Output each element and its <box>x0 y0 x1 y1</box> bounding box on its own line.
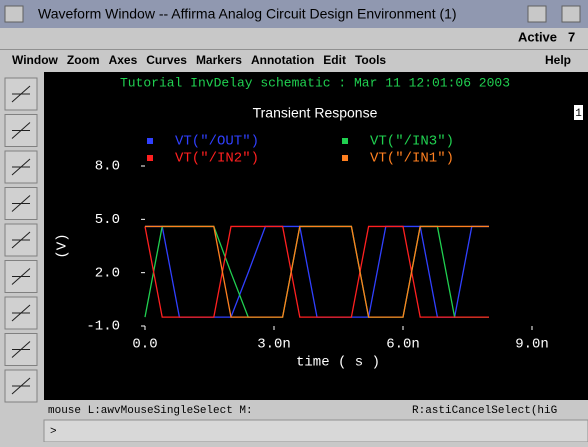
subwindow-number: 1 <box>575 108 582 120</box>
toolbar <box>4 77 38 403</box>
mouse-left-status: mouse L:awvMouseSingleSelect M: <box>48 405 253 417</box>
status-count: 7 <box>568 29 575 44</box>
y-tick-label: 2.0 <box>95 265 120 281</box>
tool-icon <box>11 85 31 103</box>
menu-item[interactable]: Help <box>545 53 571 67</box>
x-tick-label: 3.0n <box>257 337 291 353</box>
menu-item[interactable]: Tools <box>355 53 386 67</box>
tool-icon <box>11 268 31 285</box>
legend-marker <box>342 138 348 144</box>
x-axis-label: time ( s ) <box>296 355 380 371</box>
tool-icon <box>11 158 31 176</box>
status-bar <box>44 400 588 420</box>
plot-area <box>44 72 588 400</box>
x-tick-label: 0.0 <box>132 337 157 353</box>
waveform <box>144 225 489 318</box>
tool-icon <box>11 377 31 395</box>
y-axis-label: (V) <box>55 233 71 258</box>
legend-label: VT("/OUT") <box>175 134 259 150</box>
mouse-right-status: R:astiCancelSelect(hiG <box>412 405 557 417</box>
chart-title: Transient Response <box>253 105 378 121</box>
minimize-button[interactable] <box>527 5 547 23</box>
menu-bar: Window Zoom Axes Curves Markers Annotation Edi… <box>12 53 386 67</box>
chart-header: Tutorial InvDelay schematic : Mar 11 12:… <box>120 75 510 90</box>
window-menu-button[interactable] <box>4 5 24 23</box>
legend-marker <box>147 138 153 144</box>
x-tick-label: 6.0n <box>386 337 420 353</box>
legend-label: VT("/IN3") <box>370 134 454 150</box>
y-tick-label: -1.0 <box>86 319 120 335</box>
waveform <box>145 225 489 318</box>
legend-marker <box>342 155 348 161</box>
x-tick-label: 9.0n <box>515 337 549 353</box>
prompt: > <box>50 426 57 438</box>
y-tick-label: 5.0 <box>95 212 120 228</box>
menu-item[interactable]: Curves <box>146 53 187 67</box>
tool-icon <box>11 304 31 322</box>
tool-icon <box>11 122 31 139</box>
maximize-button[interactable] <box>561 5 581 23</box>
subwindow-box[interactable] <box>574 105 583 120</box>
menu-item[interactable]: Annotation <box>251 53 314 67</box>
menu-item[interactable]: Edit <box>323 53 346 67</box>
legend-marker <box>147 155 153 161</box>
menu-item[interactable]: Window <box>12 53 59 67</box>
menu-item[interactable]: Axes <box>109 53 138 67</box>
window-title: Waveform Window -- Affirma Analog Circui… <box>38 6 457 22</box>
y-tick-label: 8.0 <box>95 159 120 175</box>
tool-icon <box>11 195 31 212</box>
status: Active <box>518 29 557 44</box>
legend-label: VT("/IN2") <box>175 151 259 167</box>
tool-icon <box>11 341 31 358</box>
command-line[interactable] <box>43 419 588 443</box>
title-bar <box>0 0 588 28</box>
tool-icon <box>11 231 31 249</box>
legend-label: VT("/IN1") <box>370 151 454 167</box>
chart: Tutorial InvDelay schematic : Mar 11 12:… <box>55 75 583 371</box>
menu-item[interactable]: Markers <box>196 53 242 67</box>
menu-item[interactable]: Zoom <box>67 53 100 67</box>
